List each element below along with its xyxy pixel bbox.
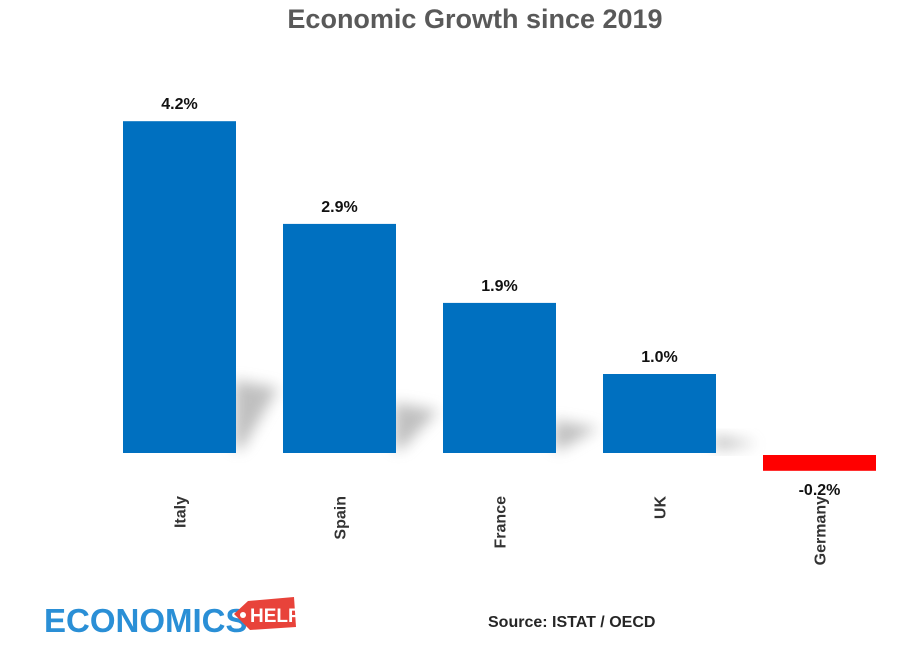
value-label-germany: -0.2% [799, 482, 841, 499]
bar-germany [763, 455, 876, 471]
chart-title: Economic Growth since 2019 [287, 4, 662, 34]
source-note: Source: ISTAT / OECD [488, 614, 655, 631]
value-label-uk: 1.0% [641, 349, 677, 366]
category-label-spain: Spain [333, 496, 350, 540]
value-label-france: 1.9% [481, 278, 517, 295]
bar-italy [123, 121, 236, 453]
category-label-italy: Italy [173, 496, 190, 528]
bar-france [443, 302, 556, 453]
logo-tag-hole [240, 612, 246, 618]
logo-tag-shape [234, 597, 296, 630]
bar-uk [603, 374, 716, 453]
value-label-italy: 4.2% [161, 96, 197, 113]
logo-word: ECONOMICS [44, 602, 248, 639]
bar-spain [283, 223, 396, 453]
category-labels: Italy Spain France UK Germany [173, 496, 830, 566]
bar-shadows [234, 380, 758, 449]
category-label-france: France [493, 496, 510, 549]
category-label-germany: Germany [813, 496, 830, 565]
bar-shadow [234, 380, 278, 449]
economics-help-logo: ECONOMICS HELP [44, 597, 301, 639]
category-label-uk: UK [653, 496, 670, 520]
bars [123, 121, 876, 471]
value-label-spain: 2.9% [321, 199, 357, 216]
bar-shadow [714, 435, 758, 449]
bar-shadow [554, 419, 598, 449]
bar-shadow [394, 402, 438, 449]
logo-tag: HELP [250, 606, 301, 627]
value-labels: 4.2% 2.9% 1.9% 1.0% -0.2% [161, 96, 840, 499]
